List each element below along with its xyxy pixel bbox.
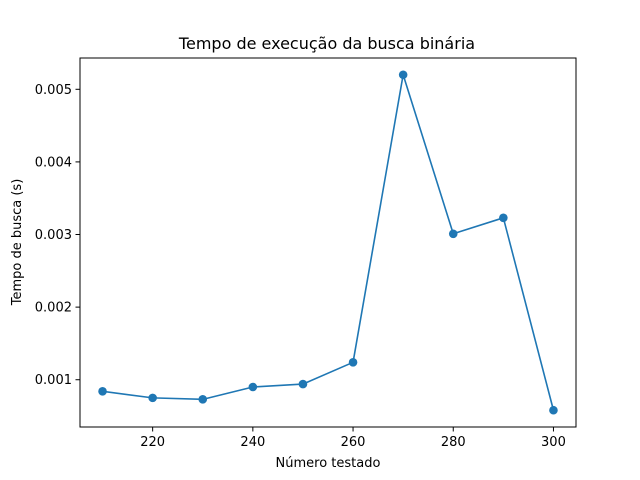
x-tick-label: 260 [341, 435, 366, 450]
y-tick-label: 0.004 [35, 155, 72, 170]
plot-area: 220 240 260 280 300 0.001 0.002 0.003 0.004 0.005 [35, 57, 577, 450]
data-point [298, 379, 308, 389]
y-tick-label: 0.003 [35, 228, 72, 243]
data-point [398, 70, 408, 80]
x-tick-label: 240 [240, 435, 265, 450]
data-point [248, 382, 258, 392]
y-axis-label: Tempo de busca (s) [10, 179, 25, 307]
data-point [98, 387, 107, 396]
x-axis-label: Número testado [276, 456, 381, 471]
y-tick-label: 0.005 [35, 83, 72, 98]
data-point [198, 395, 208, 404]
x-tick-label: 220 [140, 435, 165, 450]
data-point [549, 405, 558, 415]
x-tick-label: 280 [441, 435, 466, 450]
data-point [348, 358, 358, 367]
y-tick-label: 0.001 [35, 373, 72, 388]
x-tick-label: 300 [541, 435, 566, 450]
chart-title: Tempo de execução da busca binária [178, 34, 475, 53]
data-point [448, 229, 458, 239]
axes-frame [79, 57, 577, 428]
data-point [499, 213, 508, 223]
y-tick-label: 0.002 [35, 301, 72, 316]
series-line [101, 73, 555, 412]
data-point [148, 393, 157, 403]
